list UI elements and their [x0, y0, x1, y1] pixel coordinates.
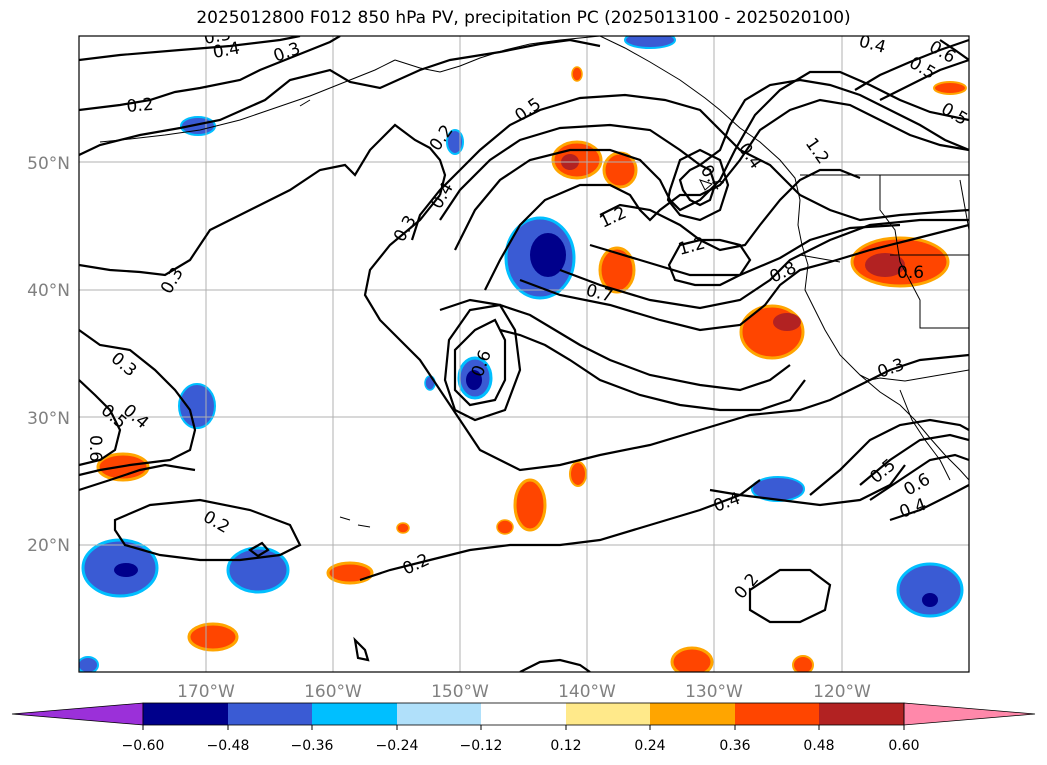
colorbar-extend-max: [903, 702, 1036, 726]
colorbar-segment: [650, 703, 735, 725]
contour-label: 0.4: [211, 39, 241, 63]
colorbar-tick-label: −0.12: [460, 738, 503, 754]
lat-label: 20°N: [27, 536, 70, 556]
map-frame: [78, 35, 970, 673]
colorbar-tick-label: −0.36: [291, 738, 334, 754]
lat-label: 50°N: [27, 154, 70, 174]
colorbar-tick-label: −0.60: [122, 738, 165, 754]
colorbar-tick-label: −0.24: [376, 738, 419, 754]
colorbar-extend-min: [11, 702, 144, 726]
contour-label: 0.4: [857, 32, 888, 58]
colorbar-segment: [481, 703, 566, 725]
lat-label: 30°N: [27, 409, 70, 429]
colorbar-segment: [735, 703, 819, 725]
lat-labels: 50°N 40°N 30°N 20°N: [27, 154, 70, 556]
colorbar: −0.60 −0.48 −0.36 −0.24 −0.12 0.12 0.24 …: [11, 702, 1036, 754]
contour-label: 0.6: [897, 263, 924, 283]
colorbar-tick-label: 0.24: [634, 738, 665, 754]
lat-label: 40°N: [27, 281, 70, 301]
colorbar-segment: [566, 703, 650, 725]
contour-label: 0.6: [85, 435, 105, 462]
pv-contours: [79, 36, 969, 672]
lon-label: 140°W: [558, 682, 616, 702]
colorbar-segment: [228, 703, 312, 725]
colorbar-tick-label: 0.36: [719, 738, 750, 754]
colorbar-segment: [397, 703, 481, 725]
lon-label: 160°W: [304, 682, 362, 702]
lon-label: 170°W: [177, 682, 235, 702]
colorbar-tick-label: 0.48: [803, 738, 834, 754]
lon-labels: 170°W 160°W 150°W 140°W 130°W 120°W: [177, 682, 871, 702]
colorbar-segment: [143, 703, 228, 725]
colorbar-tick-label: 0.12: [550, 738, 581, 754]
lon-label: 150°W: [431, 682, 489, 702]
colorbar-tick-label: 0.60: [888, 738, 919, 754]
colorbar-segment: [312, 703, 397, 725]
map-plot: 0.3 0.4 0.3 0.2 0.2 0.5 0.4 0.3 0.3 0.4 …: [79, 32, 969, 672]
colorbar-tick-label: −0.48: [207, 738, 250, 754]
lon-label: 120°W: [813, 682, 871, 702]
lon-label: 130°W: [685, 682, 743, 702]
colorbar-segment: [819, 703, 904, 725]
contour-label: 0.2: [126, 95, 155, 117]
map-title: 2025012800 F012 850 hPa PV, precipitatio…: [196, 8, 851, 28]
